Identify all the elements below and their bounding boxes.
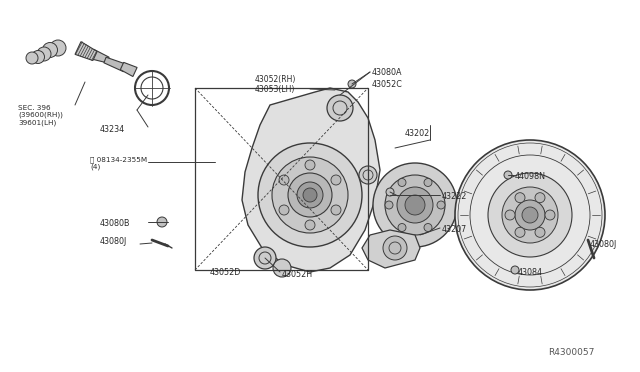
Circle shape [398,179,406,186]
Circle shape [437,201,445,209]
Polygon shape [242,88,380,272]
Circle shape [424,179,432,186]
Circle shape [515,200,545,230]
Text: 43207: 43207 [442,225,467,234]
Text: 43080J: 43080J [590,240,617,249]
Circle shape [502,187,558,243]
Circle shape [515,193,525,203]
Circle shape [522,207,538,223]
Circle shape [545,210,555,220]
Circle shape [303,188,317,202]
Text: 43222: 43222 [442,192,467,201]
Text: 43080J: 43080J [100,237,127,246]
Circle shape [515,227,525,237]
Circle shape [279,175,289,185]
Circle shape [511,266,519,274]
Circle shape [373,163,457,247]
Circle shape [258,143,362,247]
Circle shape [386,188,394,196]
Circle shape [398,224,406,231]
Polygon shape [362,230,420,268]
Circle shape [488,173,572,257]
Circle shape [505,210,515,220]
Text: R4300057: R4300057 [548,348,595,357]
Circle shape [157,217,167,227]
Circle shape [272,157,348,233]
Circle shape [50,40,66,56]
Text: 43084: 43084 [518,268,543,277]
Circle shape [385,201,393,209]
Circle shape [288,173,332,217]
Circle shape [31,51,45,64]
Text: 43053(LH): 43053(LH) [255,85,296,94]
Circle shape [254,247,276,269]
Circle shape [305,160,315,170]
Text: 44098N: 44098N [515,172,546,181]
Text: 43202: 43202 [405,129,430,138]
Circle shape [424,224,432,231]
Text: 43052C: 43052C [372,80,403,89]
Circle shape [279,205,289,215]
Text: 43052H: 43052H [282,270,313,279]
Circle shape [397,187,433,223]
Text: 43080A: 43080A [372,68,403,77]
Polygon shape [120,62,137,77]
Circle shape [504,171,512,179]
Circle shape [305,220,315,230]
Circle shape [331,205,341,215]
Polygon shape [75,42,97,61]
Text: 43052D: 43052D [210,268,241,277]
Circle shape [273,259,291,277]
Text: 43052(RH): 43052(RH) [255,75,296,84]
Circle shape [37,47,51,61]
Circle shape [385,175,445,235]
Circle shape [42,42,58,58]
Text: 43080B: 43080B [100,219,131,228]
Circle shape [327,95,353,121]
Text: 43234: 43234 [100,125,125,134]
Polygon shape [90,49,109,63]
Circle shape [297,182,323,208]
Circle shape [405,195,425,215]
Circle shape [359,166,377,184]
Circle shape [26,52,38,64]
Circle shape [331,175,341,185]
Circle shape [383,236,407,260]
Text: SEC. 396
(39600(RH))
39601(LH): SEC. 396 (39600(RH)) 39601(LH) [18,105,63,126]
Text: Ⓑ 08134-2355M
(4): Ⓑ 08134-2355M (4) [90,156,147,170]
Circle shape [348,80,356,88]
Polygon shape [104,57,127,72]
Circle shape [455,140,605,290]
Circle shape [535,193,545,203]
Circle shape [535,227,545,237]
